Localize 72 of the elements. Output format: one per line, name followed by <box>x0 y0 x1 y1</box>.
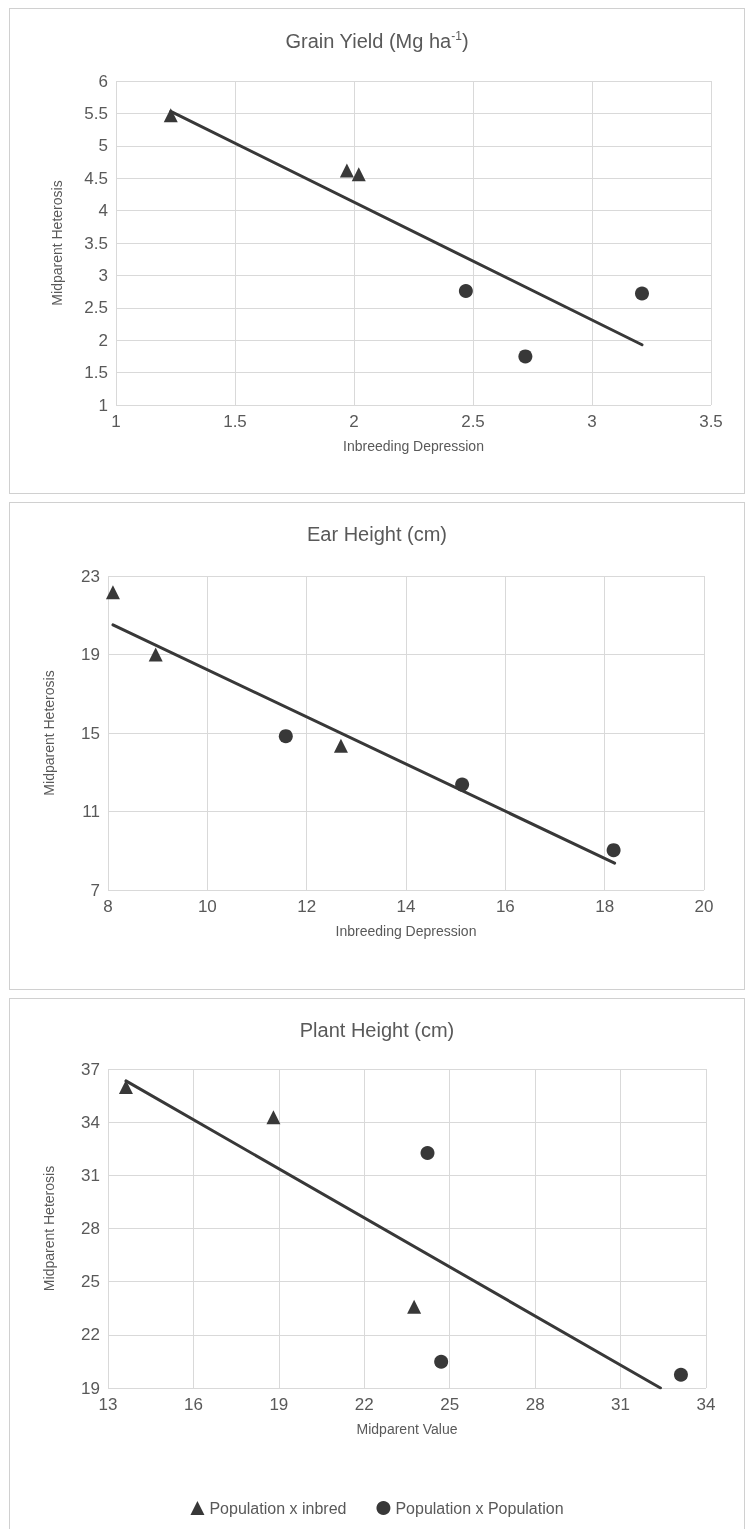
x-tick-label: 31 <box>611 1395 631 1414</box>
x-tick-label: 3 <box>587 412 597 431</box>
point <box>407 1299 422 1314</box>
x-tick-label: 20 <box>694 897 714 916</box>
y-axis-title: Midparent Heterosis <box>49 180 65 306</box>
y-tick-label: 23 <box>81 566 100 586</box>
point <box>518 349 533 364</box>
x-tick-label: 3.5 <box>699 412 723 431</box>
x-tick-label: 22 <box>354 1395 374 1414</box>
x-tick-label: 1.5 <box>223 412 247 431</box>
point <box>333 738 348 753</box>
x-tick-label: 16 <box>495 897 515 916</box>
x-tick-label: 28 <box>525 1395 545 1414</box>
y-tick-label: 7 <box>90 880 100 900</box>
x-tick-label: 19 <box>269 1395 289 1414</box>
y-tick-label: 2 <box>98 330 108 350</box>
legend-label: Population x inbred <box>209 1499 347 1517</box>
x-tick-label: 25 <box>440 1395 460 1414</box>
point <box>634 286 649 301</box>
x-axis-title: Midparent Value <box>356 1421 458 1437</box>
y-tick-label: 19 <box>81 645 100 664</box>
x-tick-label: 18 <box>595 897 615 916</box>
y-tick-label: 19 <box>81 1378 100 1398</box>
y-tick-label: 34 <box>81 1112 100 1132</box>
point <box>118 1080 133 1095</box>
y-tick-label: 22 <box>81 1325 100 1345</box>
y-tick-label: 1.5 <box>84 363 108 383</box>
y-tick-label: 3.5 <box>84 233 108 253</box>
y-tick-label: 5.5 <box>84 103 108 123</box>
point <box>458 283 473 298</box>
point <box>455 777 470 792</box>
x-tick-label: 8 <box>103 897 113 916</box>
y-tick-label: 11 <box>82 802 100 821</box>
y-tick-label: 5 <box>98 136 108 156</box>
point <box>606 843 621 858</box>
point <box>339 163 354 178</box>
x-axis-title: Inbreeding Depression <box>343 438 484 454</box>
y-tick-label: 6 <box>98 71 108 91</box>
point <box>420 1146 435 1160</box>
y-tick-label: 28 <box>81 1219 100 1238</box>
y-tick-label: 31 <box>81 1165 100 1185</box>
point <box>163 108 178 123</box>
chart-title: Plant Height (cm) <box>299 1019 455 1041</box>
chart-title: Ear Height (cm) <box>306 523 448 545</box>
y-tick-label: 15 <box>81 723 100 743</box>
x-tick-label: 2 <box>349 412 359 431</box>
x-tick-label: 1 <box>111 412 121 431</box>
y-tick-label: 3 <box>98 265 108 285</box>
x-tick-label: 16 <box>183 1395 203 1414</box>
x-tick-label: 10 <box>197 897 217 916</box>
x-tick-label: 12 <box>297 897 317 916</box>
point <box>148 647 163 662</box>
y-tick-label: 25 <box>81 1272 100 1292</box>
x-axis-title: Inbreeding Depression <box>335 923 477 939</box>
x-tick-label: 34 <box>696 1395 716 1414</box>
y-tick-label: 4.5 <box>84 168 108 188</box>
y-tick-label: 1 <box>98 395 108 415</box>
y-axis-title: Midparent Heterosis <box>41 670 57 796</box>
x-tick-label: 2.5 <box>461 412 485 431</box>
point <box>434 1354 449 1369</box>
y-axis-title: Midparent Heterosis <box>41 1165 57 1292</box>
y-tick-label: 37 <box>81 1059 100 1079</box>
point <box>278 729 293 744</box>
y-tick-label: 2.5 <box>84 298 108 318</box>
point <box>266 1110 281 1125</box>
point <box>673 1367 688 1382</box>
point <box>105 585 120 600</box>
x-tick-label: 13 <box>98 1395 118 1414</box>
x-tick-label: 14 <box>396 897 416 916</box>
y-tick-label: 4 <box>98 201 108 221</box>
point <box>351 167 366 182</box>
legend-label: Population x Population <box>395 1499 564 1517</box>
